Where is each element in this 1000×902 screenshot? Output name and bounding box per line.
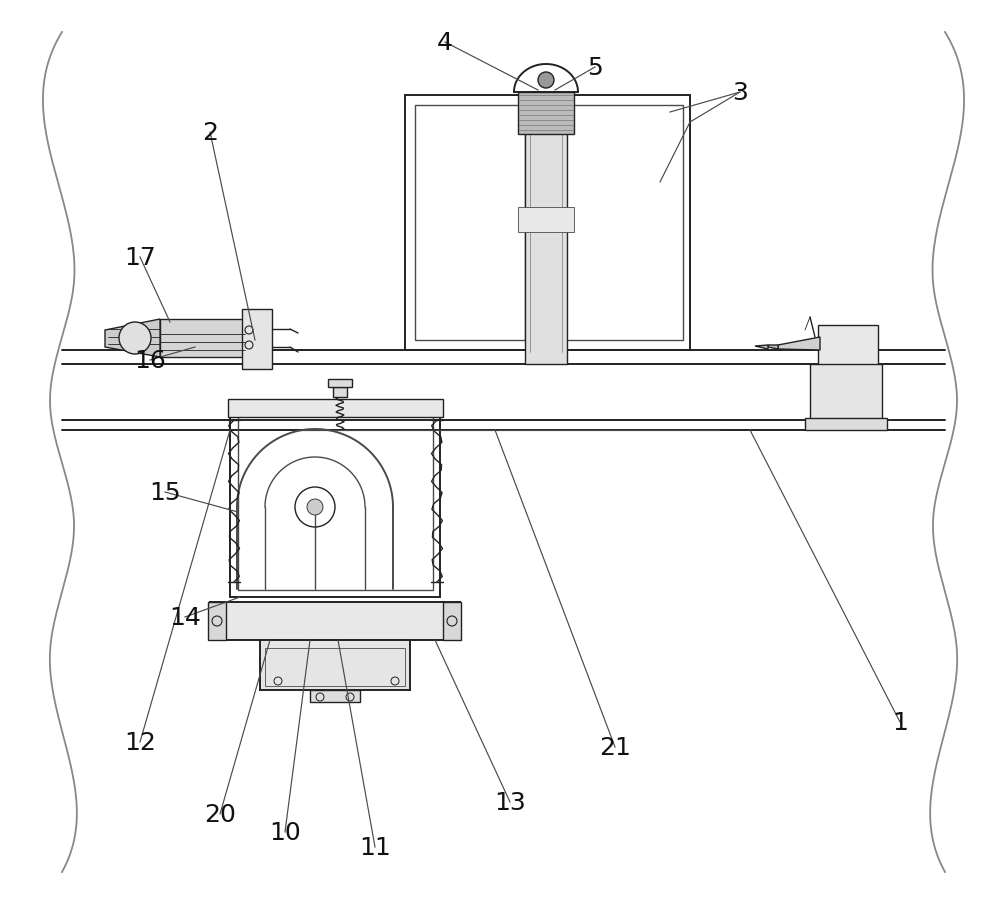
Bar xyxy=(820,327,875,364)
Bar xyxy=(415,106,525,341)
Polygon shape xyxy=(755,345,768,350)
Polygon shape xyxy=(778,337,820,351)
Bar xyxy=(238,412,433,590)
Text: 14: 14 xyxy=(169,605,201,630)
Bar xyxy=(810,364,882,420)
Text: 4: 4 xyxy=(437,31,453,55)
Text: 15: 15 xyxy=(149,481,181,504)
Bar xyxy=(525,93,567,364)
Text: 11: 11 xyxy=(359,835,391,859)
Text: 12: 12 xyxy=(124,731,156,754)
Bar xyxy=(805,419,887,430)
Text: 3: 3 xyxy=(732,81,748,105)
Text: 1: 1 xyxy=(892,710,908,734)
Bar xyxy=(405,96,690,351)
Bar xyxy=(528,106,683,341)
Bar xyxy=(265,649,405,686)
Bar xyxy=(310,690,360,703)
Bar xyxy=(443,603,461,640)
Bar xyxy=(210,603,460,640)
Text: 5: 5 xyxy=(587,56,603,80)
Bar xyxy=(518,93,574,135)
Bar xyxy=(228,400,443,418)
Bar xyxy=(518,207,574,233)
Circle shape xyxy=(538,73,554,89)
Bar xyxy=(818,326,878,381)
Text: 21: 21 xyxy=(599,735,631,759)
Bar xyxy=(333,388,347,398)
Text: 10: 10 xyxy=(269,820,301,844)
Bar xyxy=(328,380,352,388)
Text: 2: 2 xyxy=(202,121,218,145)
Text: 13: 13 xyxy=(494,790,526,815)
Bar xyxy=(208,603,226,640)
Bar xyxy=(160,319,245,357)
Bar xyxy=(230,406,440,597)
Bar xyxy=(242,309,272,370)
Text: 16: 16 xyxy=(134,348,166,373)
Text: 20: 20 xyxy=(204,802,236,826)
Bar xyxy=(260,640,410,690)
Circle shape xyxy=(307,500,323,515)
Text: 17: 17 xyxy=(124,245,156,270)
Circle shape xyxy=(119,323,151,354)
Polygon shape xyxy=(105,319,160,357)
Polygon shape xyxy=(768,345,778,350)
